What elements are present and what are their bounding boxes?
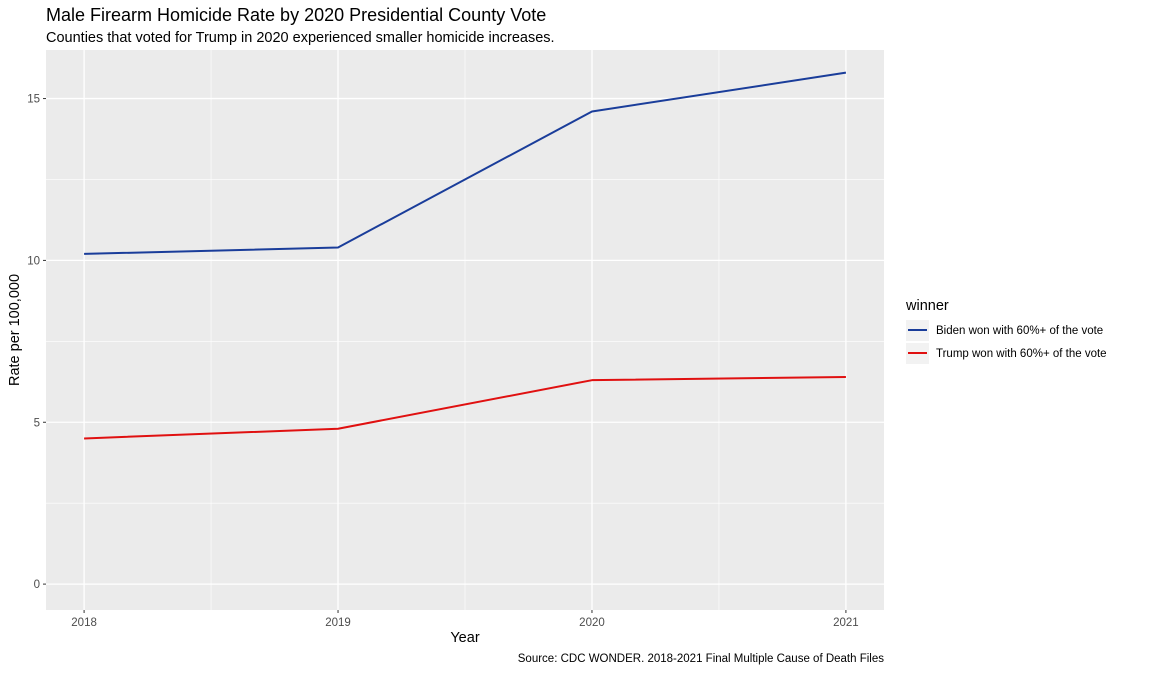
legend-items: Biden won with 60%+ of the vote Trump won… [906, 320, 1107, 364]
y-tick-label: 10 [27, 255, 40, 267]
legend-title: winner [905, 298, 949, 314]
x-axis: 2018 2019 2020 2021 [71, 610, 859, 629]
y-tick-label: 5 [34, 417, 40, 429]
legend-item: Biden won with 60%+ of the vote [906, 320, 1103, 341]
legend-item: Trump won with 60%+ of the vote [906, 343, 1107, 364]
y-axis: 0 5 10 15 [27, 94, 46, 591]
series-line [84, 375, 846, 440]
legend: winner Biden won with 60%+ of the vote Tr… [905, 298, 1107, 364]
y-axis-title: Rate per 100,000 [7, 274, 23, 386]
x-tick-label: 2018 [71, 617, 97, 629]
x-axis-title: Year [450, 630, 479, 646]
chart-subtitle: Counties that voted for Trump in 2020 ex… [46, 30, 555, 46]
y-tick-label: 0 [34, 579, 40, 591]
chart-title: Male Firearm Homicide Rate by 2020 Presi… [46, 5, 546, 25]
x-tick-label: 2020 [579, 617, 605, 629]
x-tick-label: 2021 [833, 617, 859, 629]
x-tick-label: 2019 [325, 617, 351, 629]
series-lines [84, 71, 847, 440]
major-gridlines [46, 50, 884, 610]
legend-label: Biden won with 60%+ of the vote [936, 325, 1103, 337]
chart-caption: Source: CDC WONDER. 2018-2021 Final Mult… [518, 653, 884, 665]
legend-label: Trump won with 60%+ of the vote [936, 348, 1107, 360]
series-line [84, 71, 847, 255]
y-tick-label: 15 [27, 94, 40, 106]
